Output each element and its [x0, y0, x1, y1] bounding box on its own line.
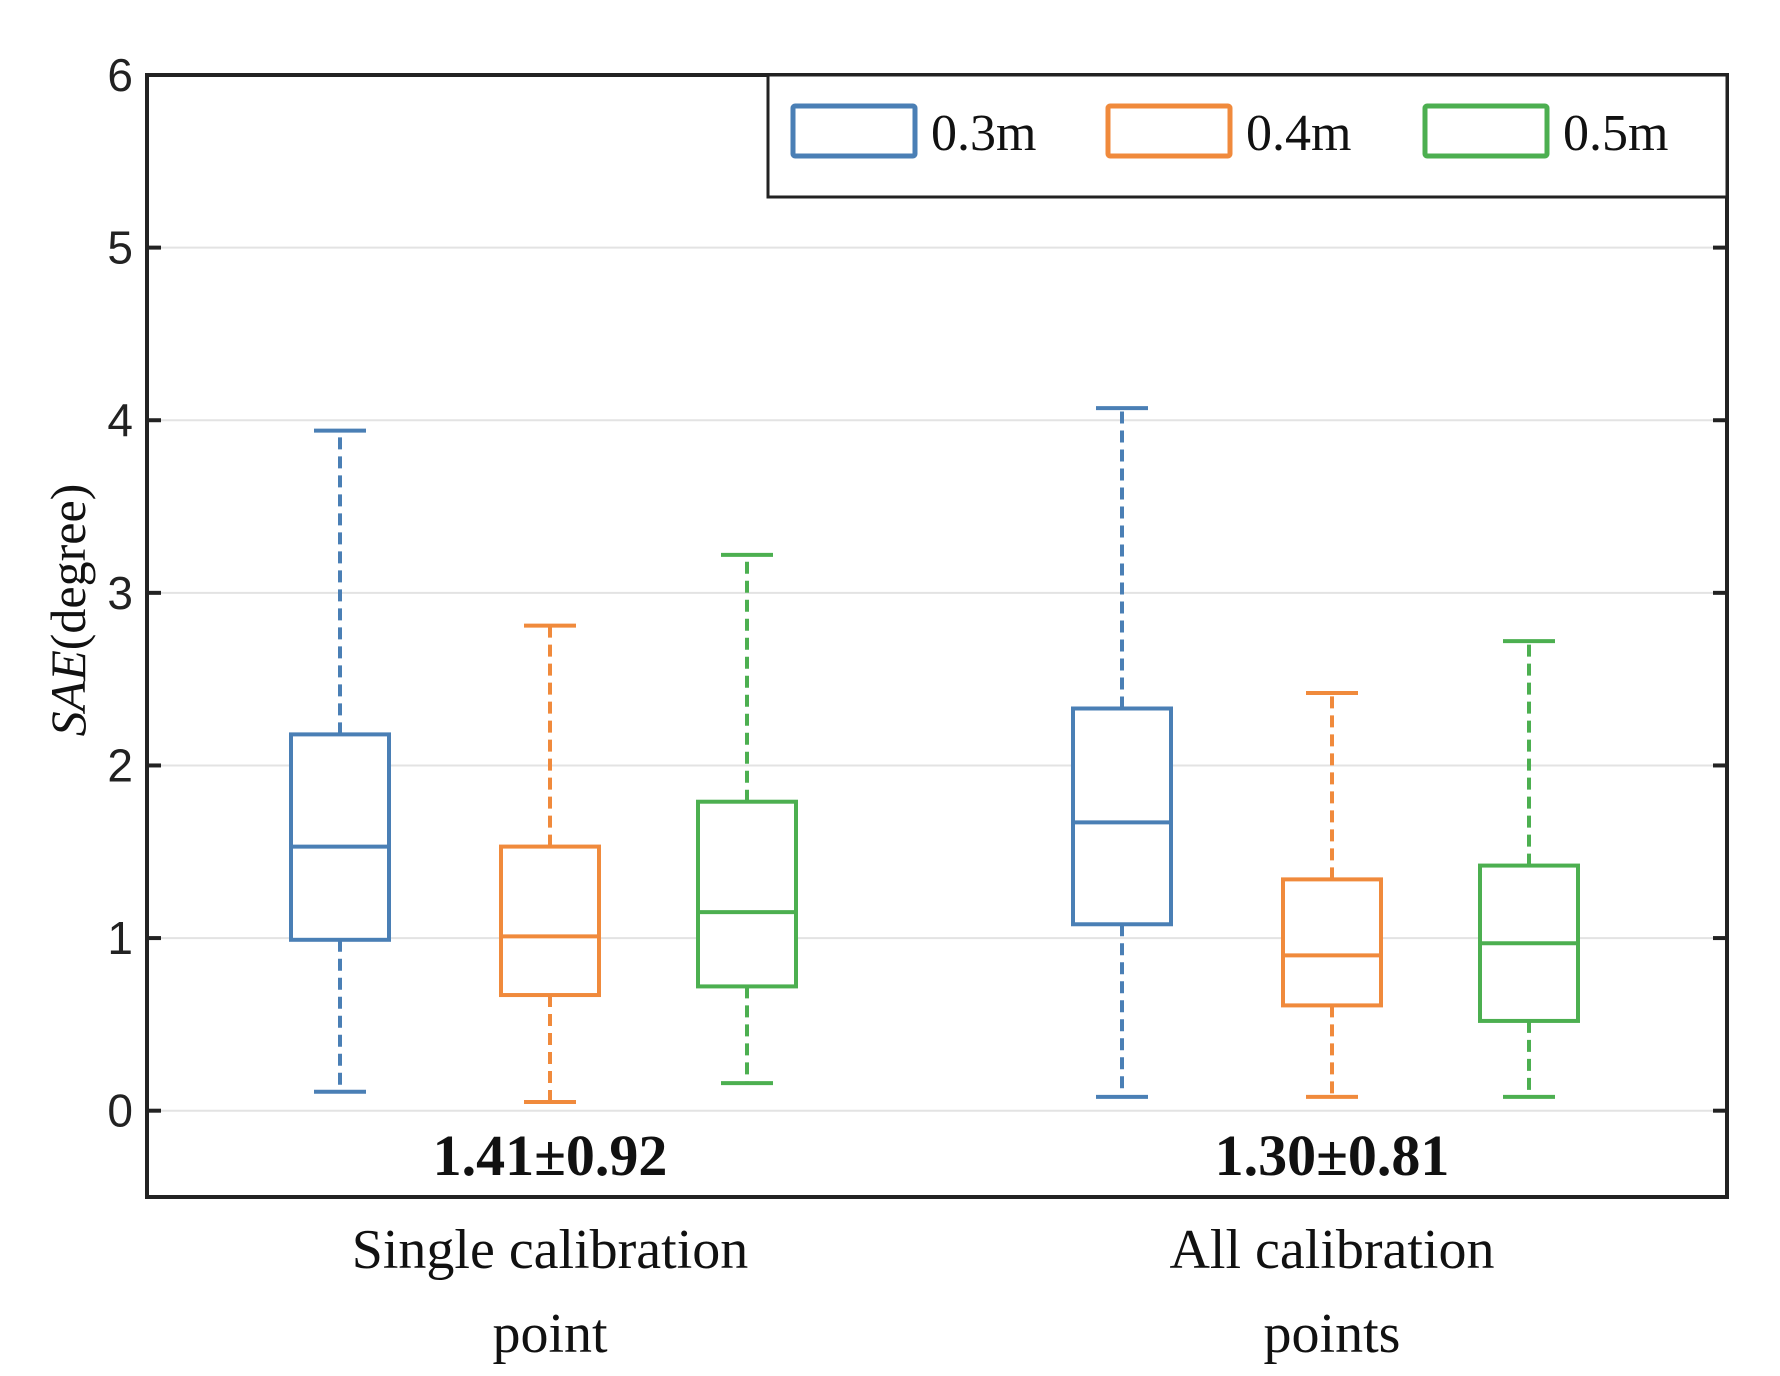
- axes: 0 1 2 3 4 5 6: [107, 49, 1729, 1199]
- box-0.3m-cat1: [289, 428, 391, 1094]
- ytick-label-4: 4: [107, 394, 133, 446]
- stat-label-cat1: 1.41±0.92: [433, 1123, 668, 1188]
- iqr-box: [499, 844, 601, 998]
- stat-label-cat2: 1.30±0.81: [1215, 1123, 1450, 1188]
- legend-entry-0.5m: 0.5m: [1422, 103, 1668, 162]
- category-label-cat2-line1: All calibration: [1169, 1219, 1494, 1281]
- y-axis-label-unit: (degree): [40, 484, 96, 651]
- iqr-box: [1281, 877, 1383, 1008]
- iqr-box: [1071, 706, 1173, 927]
- box-plot-boxes: [289, 406, 1580, 1105]
- legend-swatch: [1105, 103, 1233, 159]
- legend-entry-0.3m: 0.3m: [790, 103, 1036, 162]
- legend-entry-0.4m: 0.4m: [1105, 103, 1351, 162]
- category-label-cat1-line1: Single calibration: [352, 1219, 749, 1281]
- legend-label: 0.4m: [1246, 105, 1351, 162]
- y-axis-label: SAE(degree): [40, 484, 96, 737]
- legend: 0.3m 0.4m 0.5m: [766, 73, 1729, 199]
- ytick-label-1: 1: [107, 912, 133, 964]
- iqr-box: [289, 732, 391, 942]
- ytick-label-3: 3: [107, 567, 133, 619]
- labels: SAE(degree) 1.41±0.92 Single calibration po…: [40, 484, 1495, 1365]
- category-label-cat2-line2: points: [1264, 1303, 1401, 1365]
- iqr-box: [696, 799, 798, 989]
- ytick-label-5: 5: [107, 222, 133, 274]
- box-0.3m-cat2: [1071, 406, 1173, 1099]
- box-0.4m-cat2: [1281, 690, 1383, 1099]
- plot-frame: [145, 73, 1729, 1199]
- box-0.5m-cat2: [1478, 639, 1580, 1099]
- category-label-cat1-line2: point: [492, 1303, 608, 1365]
- legend-label: 0.5m: [1563, 105, 1668, 162]
- ytick-label-0: 0: [107, 1085, 133, 1137]
- ytick-label-2: 2: [107, 739, 133, 791]
- legend-swatch: [1422, 103, 1550, 159]
- box-0.5m-cat1: [696, 552, 798, 1086]
- legend-label: 0.3m: [931, 105, 1036, 162]
- legend-swatch: [790, 103, 918, 159]
- ytick-label-6: 6: [107, 49, 133, 101]
- legend-box: [766, 73, 1729, 199]
- box-0.4m-cat1: [499, 623, 601, 1105]
- y-axis-label-symbol: SAE: [40, 650, 96, 736]
